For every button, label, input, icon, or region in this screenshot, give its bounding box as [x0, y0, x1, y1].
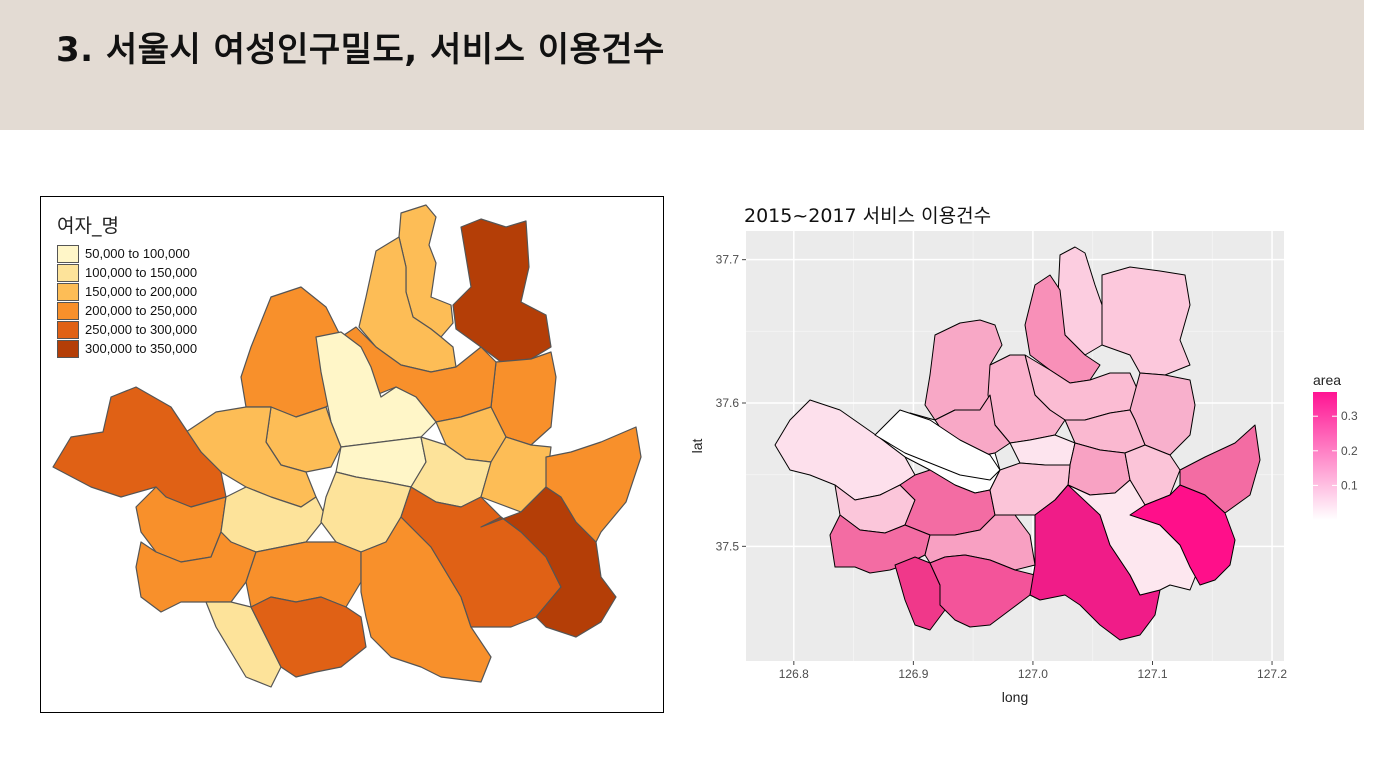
y-tick-label: 37.6 [716, 396, 740, 410]
colorbar [1313, 392, 1337, 520]
legend-label: 50,000 to 100,000 [85, 246, 190, 261]
y-tick-label: 37.7 [716, 253, 740, 267]
legend-item: 250,000 to 300,000 [57, 320, 197, 339]
x-tick-label: 126.9 [898, 667, 928, 681]
legend-swatch [57, 282, 79, 301]
district-dongjak [245, 541, 362, 608]
chart-svg: 126.8 126.9 127.0 127.1 127.2 37.5 37.6 37.7 lo… [690, 231, 1358, 705]
district-nowon [452, 218, 552, 363]
legend-label: 250,000 to 300,000 [85, 322, 198, 337]
legend-item: 200,000 to 250,000 [57, 301, 197, 320]
region-gangnam [1067, 479, 1201, 596]
region-songpa [1129, 484, 1236, 586]
legend-swatch [57, 263, 79, 282]
legend-label: 150,000 to 200,000 [85, 284, 198, 299]
x-tick-label: 127.0 [1018, 667, 1048, 681]
x-tick-label: 127.2 [1257, 667, 1287, 681]
colorbar-tick-label: 0.2 [1341, 444, 1358, 458]
colorbar-ticks: 0.1 0.2 0.3 [1313, 409, 1358, 492]
x-axis-label: long [1002, 689, 1028, 705]
female-population-map: 여자_명 50,000 to 100,000 100,000 to 150,00… [40, 196, 664, 713]
region-nowon [1101, 266, 1191, 376]
slide-header [0, 0, 1364, 130]
legend-title: 여자_명 [57, 215, 119, 237]
legend-item: 100,000 to 150,000 [57, 263, 197, 282]
colorbar-title: area [1313, 372, 1341, 388]
district-gwanak [250, 596, 367, 678]
legend-item: 50,000 to 100,000 [57, 244, 197, 263]
district-gangnam [400, 486, 562, 628]
legend-label: 200,000 to 250,000 [85, 303, 198, 318]
legend-swatch [57, 339, 79, 358]
district-geumcheon [205, 601, 282, 688]
district-gangdong [545, 426, 642, 543]
legend-label: 100,000 to 150,000 [85, 265, 198, 280]
chart-title: 2015~2017 서비스 이용건수 [744, 205, 992, 227]
legend-label: 300,000 to 350,000 [85, 341, 198, 356]
district-jongno [315, 331, 437, 448]
service-usage-chart: 2015~2017 서비스 이용건수 [690, 195, 1380, 715]
legend-item: 300,000 to 350,000 [57, 339, 197, 358]
legend-item: 150,000 to 200,000 [57, 282, 197, 301]
district-map-shapes [52, 204, 642, 688]
region-gangbuk [1024, 274, 1101, 384]
map-legend: 여자_명 50,000 to 100,000 100,000 to 150,00… [57, 211, 197, 358]
river-segment [874, 409, 1001, 481]
slide-title: 3. 서울시 여성인구밀도, 서비스 이용건수 [56, 30, 665, 70]
district-gangseo [52, 386, 227, 508]
y-axis-label: lat [690, 439, 705, 454]
region-gwanak [929, 554, 1036, 628]
pink-districts [774, 246, 1261, 641]
district-gangbuk [358, 236, 457, 373]
y-tick-label: 37.5 [716, 539, 740, 553]
district-mapo [185, 406, 317, 508]
x-tick-label: 126.8 [779, 667, 809, 681]
legend-swatch [57, 301, 79, 320]
x-tick-label: 127.1 [1137, 667, 1167, 681]
district-seongbuk [340, 326, 497, 423]
legend-swatch [57, 320, 79, 339]
colorbar-tick-label: 0.1 [1341, 478, 1358, 492]
legend-swatch [57, 244, 79, 263]
colorbar-tick-label: 0.3 [1341, 409, 1358, 423]
axis-ticks: 126.8 126.9 127.0 127.1 127.2 37.5 37.6 37.7 [716, 253, 1288, 681]
